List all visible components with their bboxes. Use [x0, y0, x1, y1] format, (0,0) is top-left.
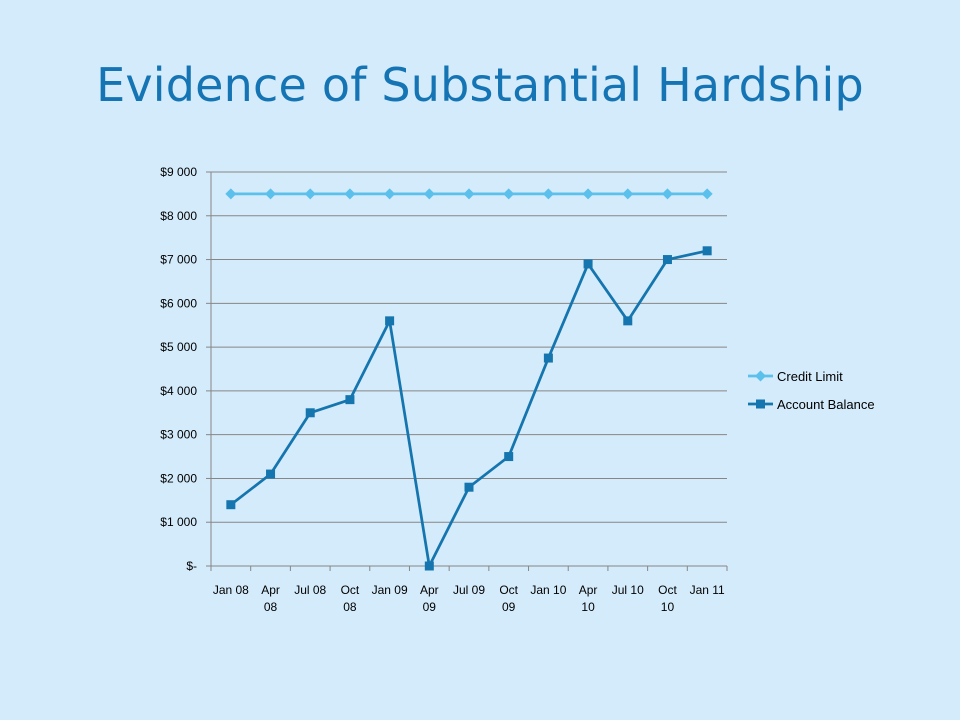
x-tick-label: Jul 08 — [294, 583, 326, 597]
legend: Credit Limit Account Balance — [748, 369, 875, 412]
series-credit-limit — [225, 188, 713, 200]
y-tick-label: $6 000 — [160, 296, 197, 310]
y-tick-label: $7 000 — [160, 253, 197, 267]
legend-item: Credit Limit — [748, 369, 843, 384]
data-point — [623, 316, 633, 326]
legend-item: Account Balance — [748, 397, 875, 412]
x-tick-label: Oct 09 — [499, 583, 518, 614]
y-tick-label: $2 000 — [160, 471, 197, 485]
data-point — [463, 188, 475, 200]
data-point — [702, 246, 712, 256]
x-tick-label: Oct 10 — [658, 583, 677, 614]
y-tick-label: $9 000 — [160, 165, 197, 179]
data-point — [424, 561, 434, 571]
series-account-balance — [226, 246, 712, 571]
data-point — [542, 188, 554, 200]
x-tick-label: Jan 09 — [372, 583, 408, 597]
data-point — [305, 408, 315, 418]
data-point — [622, 188, 634, 200]
legend-label: Credit Limit — [777, 369, 843, 384]
data-point — [384, 188, 396, 200]
data-point — [701, 188, 713, 200]
x-tick-label: Jul 09 — [453, 583, 485, 597]
x-tick-label: Apr 10 — [579, 583, 598, 614]
x-tick-label: Jan 11 — [690, 583, 725, 597]
series-line — [230, 249, 708, 568]
data-point — [225, 188, 237, 200]
data-point — [226, 500, 236, 510]
x-tick-label: Apr 09 — [420, 583, 439, 614]
legend-label: Account Balance — [777, 397, 875, 412]
legend-swatch-marker — [756, 399, 765, 409]
x-tick-label: Oct 08 — [341, 583, 360, 614]
y-tick-label: $5 000 — [160, 340, 197, 354]
x-tick-label: Jan 10 — [530, 583, 566, 597]
y-tick-label: $4 000 — [160, 384, 197, 398]
data-point — [661, 188, 673, 200]
data-point — [304, 188, 316, 200]
data-point — [503, 188, 515, 200]
data-point — [265, 188, 277, 200]
data-point — [662, 255, 672, 265]
y-tick-label: $8 000 — [160, 209, 197, 223]
legend-swatch-marker — [755, 370, 766, 382]
data-point — [266, 469, 276, 479]
axes: $- $1 000 $2 000 $3 000 $4 000 $5 000 $6 000 $7… — [160, 165, 728, 614]
gridlines — [211, 171, 727, 523]
data-point — [543, 353, 553, 363]
data-point — [385, 316, 395, 326]
y-tick-label: $3 000 — [160, 428, 197, 442]
x-tick-label: Apr 08 — [261, 583, 280, 614]
data-point — [583, 259, 593, 269]
y-tick-label: $- — [186, 559, 197, 573]
data-point — [423, 188, 435, 200]
x-tick-label: Jul 10 — [612, 583, 644, 597]
data-point — [582, 188, 594, 200]
data-point — [504, 452, 514, 462]
data-point — [344, 188, 356, 200]
y-tick-label: $1 000 — [160, 515, 197, 529]
data-point — [464, 482, 474, 492]
data-point — [345, 395, 355, 405]
slide-title: Evidence of Substantial Hardship — [96, 58, 864, 112]
series — [225, 188, 713, 571]
x-tick-label: Jan 08 — [213, 583, 249, 597]
